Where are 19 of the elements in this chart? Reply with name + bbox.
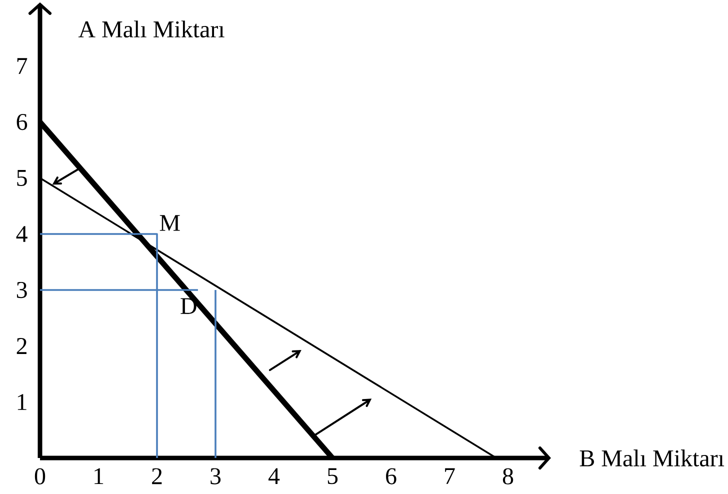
y-tick-label: 4 — [16, 226, 28, 242]
x-tick-label: 6 — [386, 468, 396, 484]
x-tick-label: 8 — [502, 468, 514, 484]
x-tick-label: 1 — [94, 468, 104, 484]
y-tick-label: 1 — [18, 394, 26, 410]
y-axis-title: A Malı Miktarı — [78, 20, 224, 38]
x-tick-label: 4 — [268, 468, 280, 484]
y-tick-label: 7 — [17, 58, 28, 74]
x-axis-title: B Malı Miktarı — [580, 450, 724, 466]
x-tick-label: 0 — [34, 468, 46, 484]
y-tick-label: 2 — [16, 338, 26, 354]
x-tick-label: 2 — [152, 468, 162, 484]
x-tick-label: 7 — [445, 468, 455, 484]
y-tick-label: 5 — [17, 170, 27, 186]
x-tick-label: 3 — [210, 468, 221, 484]
y-tick-label: 3 — [16, 282, 27, 298]
x-tick-label: 5 — [328, 468, 338, 484]
y-tick-label: 6 — [16, 114, 28, 130]
annotation: M — [160, 215, 180, 231]
